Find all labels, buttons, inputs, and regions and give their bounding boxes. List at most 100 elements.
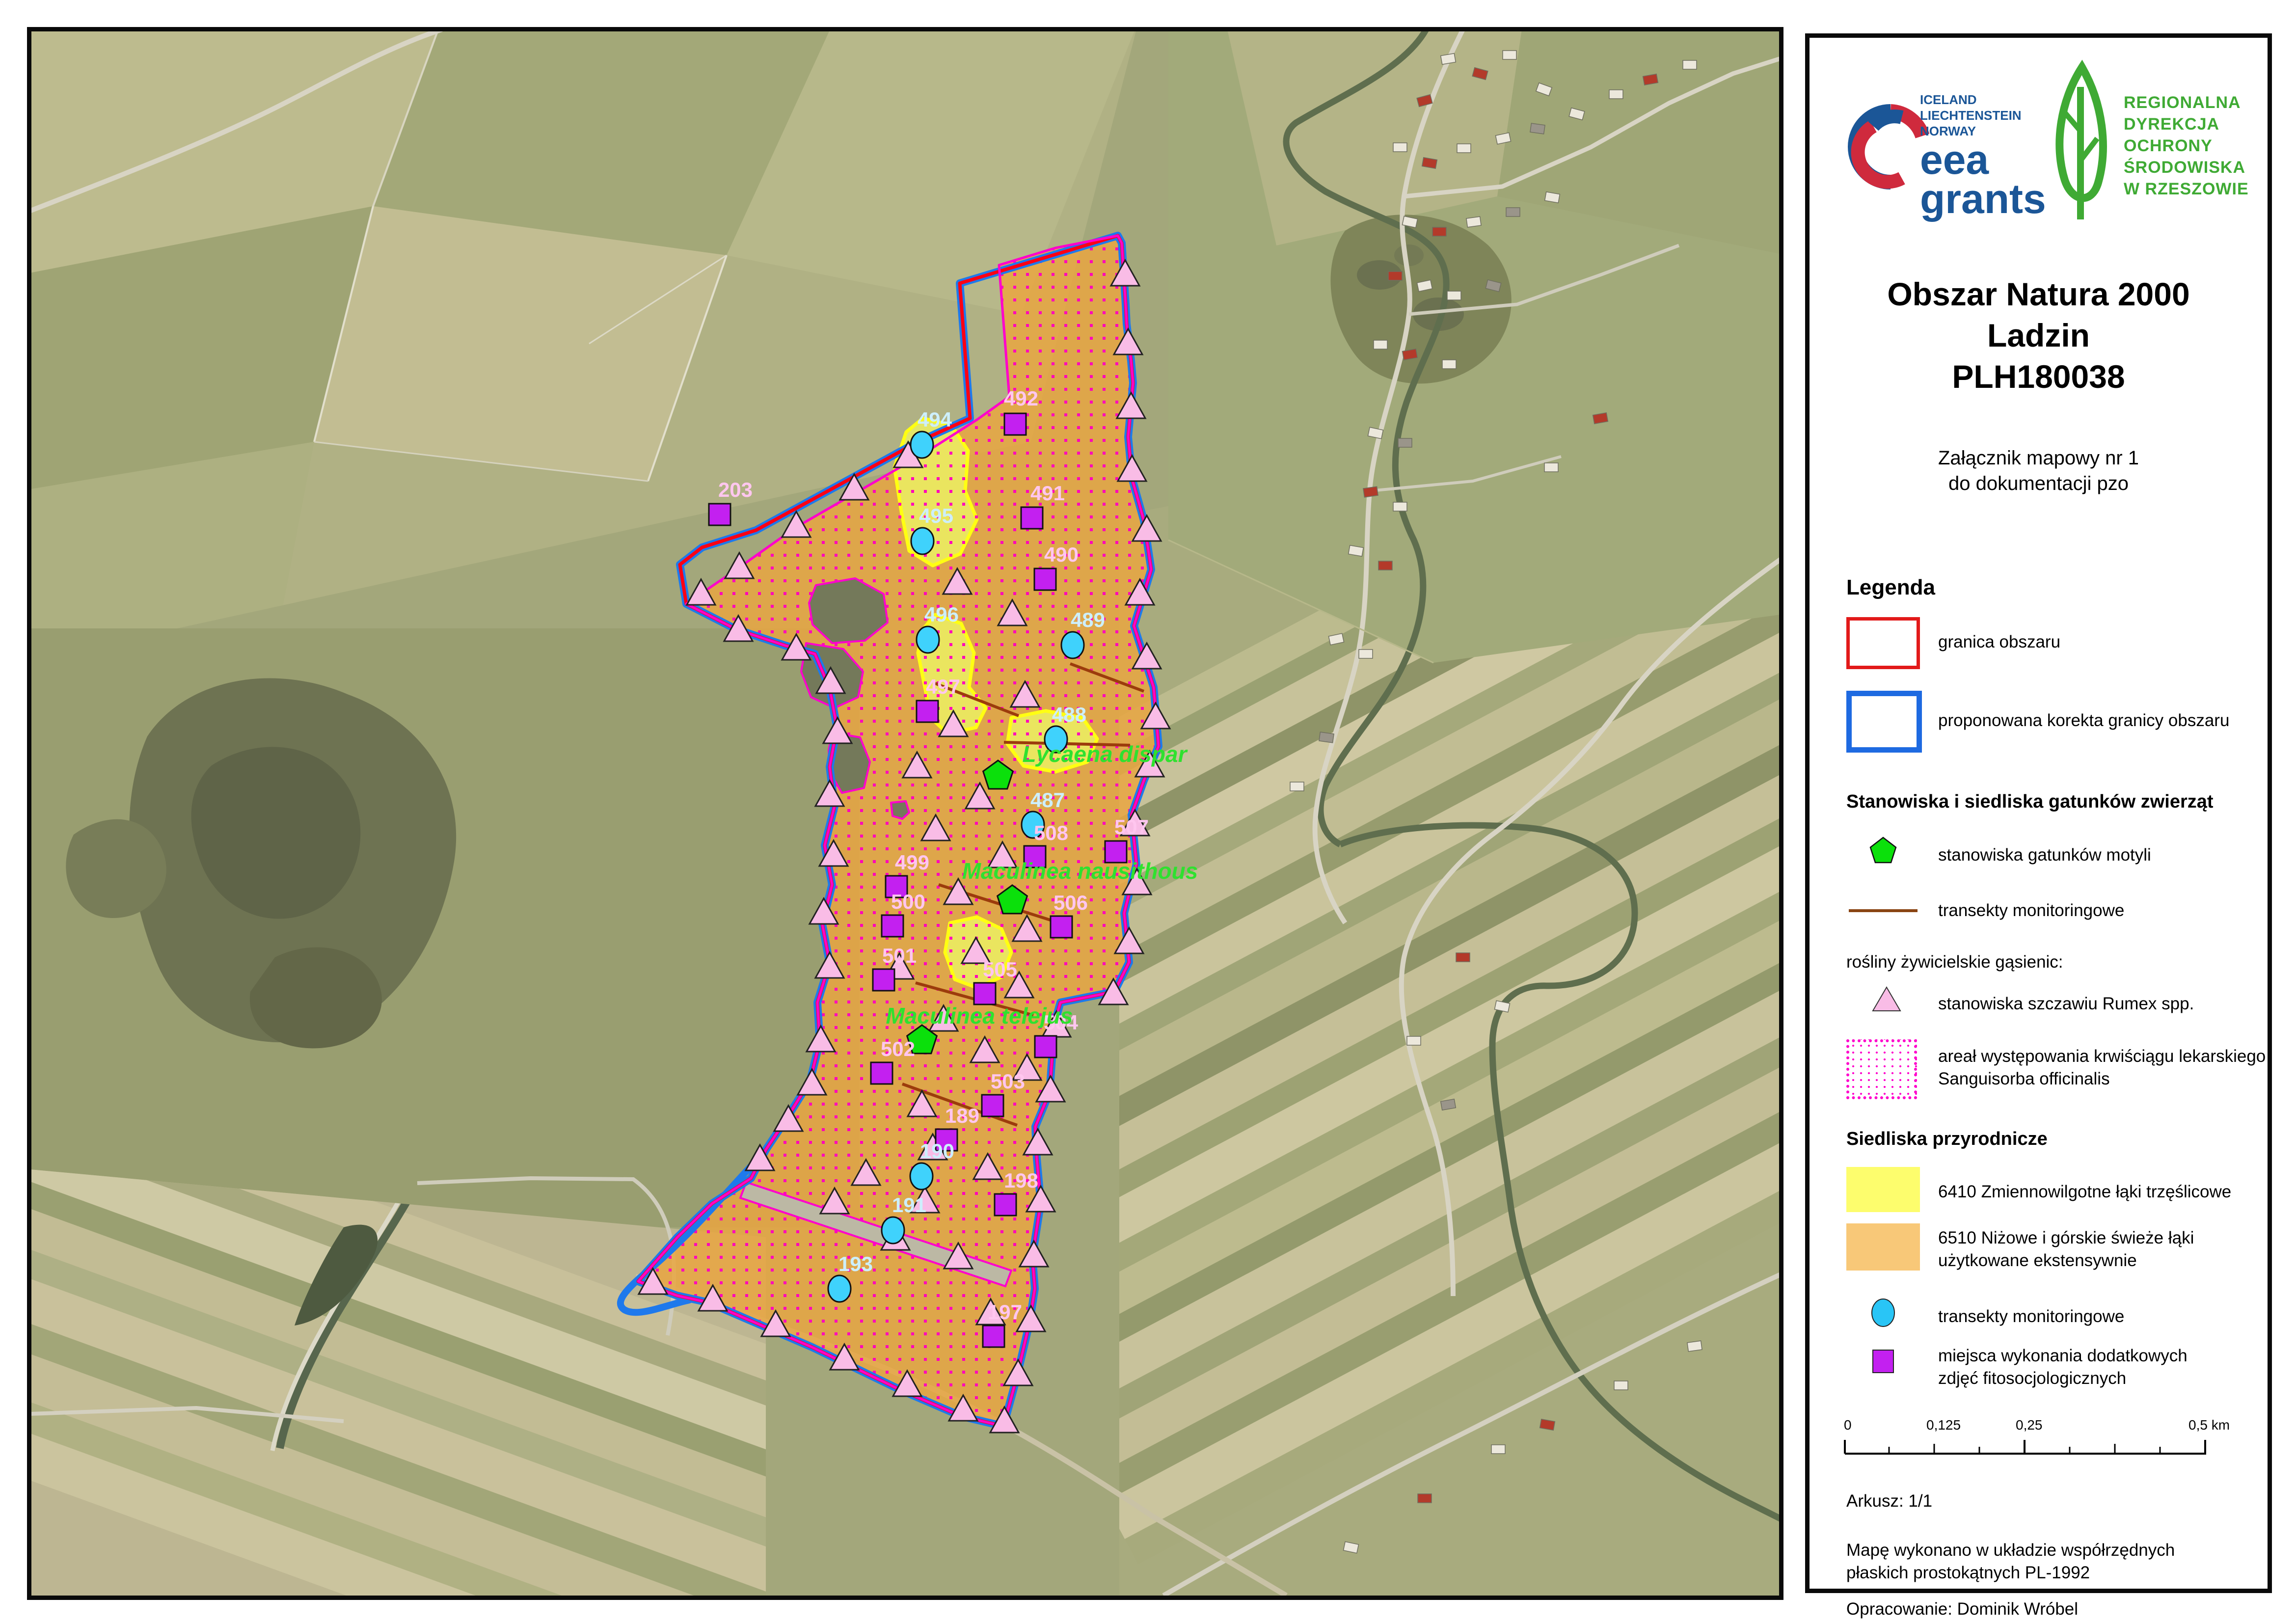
rumex-triangle-marker bbox=[685, 577, 717, 606]
map-title: Obszar Natura 2000 Ladzin PLH180038 bbox=[1887, 276, 2190, 395]
square-marker-label: 497 bbox=[926, 675, 960, 698]
legend-swatch-korekta bbox=[1846, 691, 1922, 753]
rumex-triangle-marker bbox=[1119, 808, 1151, 837]
transect-circle-marker bbox=[916, 625, 940, 654]
photo-site-square-marker bbox=[981, 1094, 1004, 1117]
rumex-triangle-marker bbox=[1011, 1053, 1043, 1081]
rumex-triangle-marker bbox=[808, 896, 839, 925]
rumex-triangle-marker bbox=[850, 1158, 882, 1186]
rumex-triangle-marker bbox=[637, 1267, 669, 1295]
legend-square-icon bbox=[1872, 1350, 1894, 1373]
photo-site-square-marker bbox=[1033, 568, 1057, 591]
eea-grants-logo: ICELAND LIECHTENSTEIN NORWAY eea grants bbox=[1844, 82, 2046, 244]
circle-marker-label: 193 bbox=[838, 1252, 873, 1275]
crs-note: Mapę wykonano w układzie współrzędnych p… bbox=[1846, 1541, 2175, 1582]
rumex-triangle-marker bbox=[805, 1024, 837, 1053]
photo-site-square-marker bbox=[973, 982, 997, 1005]
rumex-triangle-marker bbox=[943, 877, 974, 905]
transect-circle-marker bbox=[1044, 725, 1068, 754]
rumex-triangle-marker bbox=[1131, 514, 1162, 542]
species-label: Maculinea telejus bbox=[886, 1003, 1073, 1029]
photo-site-square-marker bbox=[982, 1325, 1005, 1348]
square-marker-label: 506 bbox=[1053, 891, 1088, 914]
legend-swatch-granica bbox=[1846, 617, 1920, 669]
legend-section-siedliska: Siedliska przyrodnicze bbox=[1846, 1129, 2048, 1149]
legend-label-6510: 6510 Niżowe i górskie świeże łąki użytko… bbox=[1938, 1228, 2194, 1270]
rumex-triangle-marker bbox=[822, 716, 853, 744]
legend-transect-line bbox=[1849, 909, 1918, 912]
rumex-triangle-marker bbox=[997, 598, 1028, 626]
rumex-triangle-marker bbox=[1035, 1074, 1066, 1103]
square-marker-label: 501 bbox=[882, 944, 917, 967]
circle-marker-label: 487 bbox=[1030, 788, 1065, 812]
rumex-triangle-marker bbox=[1115, 391, 1147, 419]
rumex-triangle-marker bbox=[1124, 577, 1156, 606]
legend-circle-icon bbox=[1869, 1297, 1897, 1331]
square-marker-label: 492 bbox=[1004, 387, 1038, 410]
photo-site-square-marker bbox=[994, 1193, 1017, 1217]
rumex-triangle-marker bbox=[814, 950, 845, 979]
rumex-triangle-marker bbox=[1015, 1304, 1047, 1332]
legend-label-6410: 6410 Zmiennowilgotne łąki trzęślicowe bbox=[1938, 1182, 2232, 1201]
rumex-triangle-marker bbox=[987, 840, 1018, 868]
rumex-triangle-marker bbox=[920, 813, 951, 841]
map-canvas: 203 492 491 490 497 508 507 499 500 506 501 505 502 5… bbox=[27, 27, 1783, 1600]
photo-site-square-marker bbox=[872, 968, 895, 992]
aerial-map: 203 492 491 490 497 508 507 499 500 506 501 505 502 5… bbox=[31, 31, 1779, 1596]
rumex-triangle-marker bbox=[891, 1369, 923, 1397]
rumex-triangle-marker bbox=[1109, 258, 1141, 287]
rumex-triangle-marker bbox=[781, 510, 812, 538]
square-marker-label: 505 bbox=[983, 958, 1017, 981]
photo-site-square-marker bbox=[881, 914, 904, 938]
rdos-text: REGIONALNA DYREKCJA OCHRONY ŚRODOWISKA W… bbox=[2124, 93, 2249, 198]
square-marker-label: 197 bbox=[988, 1300, 1022, 1324]
rumex-triangle-marker bbox=[969, 1035, 1000, 1063]
circle-marker-label: 190 bbox=[920, 1139, 954, 1163]
square-marker-label: 504 bbox=[1044, 1011, 1079, 1034]
rumex-triangle-marker bbox=[989, 1405, 1020, 1434]
rdos-logo: REGIONALNA DYREKCJA OCHRONY ŚRODOWISKA W… bbox=[2045, 57, 2256, 254]
square-marker-label: 490 bbox=[1044, 543, 1079, 566]
transect-circle-marker bbox=[881, 1216, 905, 1245]
transect-circle-marker bbox=[1060, 631, 1085, 659]
rumex-triangle-marker bbox=[1003, 970, 1035, 999]
square-marker-label: 508 bbox=[1034, 821, 1068, 844]
photo-site-square-marker bbox=[885, 875, 908, 898]
rumex-triangle-marker bbox=[773, 1104, 804, 1132]
rumex-triangle-marker bbox=[928, 1003, 959, 1032]
village-houses bbox=[1290, 50, 1702, 1554]
rumex-triangle-marker bbox=[960, 936, 992, 964]
legend-sub-rosliny: rośliny żywicielskie gąsienic: bbox=[1846, 952, 2063, 972]
transect-circle-marker bbox=[909, 1162, 934, 1191]
map-subtitle: Załącznik mapowy nr 1 do dokumentacji pz… bbox=[1938, 447, 2139, 494]
rumex-triangle-marker bbox=[943, 1241, 974, 1270]
rumex-triangle-marker bbox=[818, 839, 849, 867]
rumex-triangle-marker bbox=[1011, 914, 1043, 942]
legend-swatch-6410 bbox=[1846, 1167, 1920, 1212]
legend-triangle-icon bbox=[1871, 985, 1902, 1015]
aerial-background bbox=[31, 31, 1779, 1596]
rumex-triangle-marker bbox=[1112, 327, 1144, 355]
transect-circle-marker bbox=[1021, 811, 1045, 839]
legend-label-zdjecia: miejsca wykonania dodatkowych zdjęć fito… bbox=[1938, 1346, 2188, 1388]
butterfly-pentagon-marker bbox=[982, 759, 1014, 790]
legend-heading: Legenda bbox=[1846, 575, 1935, 599]
rumex-triangle-marker bbox=[947, 1393, 979, 1422]
butterfly-pentagon-marker bbox=[906, 1024, 938, 1055]
legend-label-areal: areał występowania krwiściągu lekarskieg… bbox=[1938, 1047, 2266, 1088]
rumex-triangle-marker bbox=[901, 750, 933, 779]
rumex-triangle-marker bbox=[815, 666, 846, 694]
photo-site-square-marker bbox=[1023, 845, 1047, 868]
rumex-triangle-marker bbox=[1113, 926, 1145, 954]
legend-label-granica: granica obszaru bbox=[1938, 632, 2061, 651]
square-marker-label: 499 bbox=[895, 851, 929, 874]
transect-circle-marker bbox=[910, 431, 934, 459]
square-marker-label: 500 bbox=[891, 890, 925, 913]
rumex-triangle-marker bbox=[909, 1185, 941, 1214]
circle-marker-label: 489 bbox=[1071, 608, 1105, 631]
rumex-triangle-marker bbox=[964, 781, 996, 810]
square-marker-label: 198 bbox=[1004, 1169, 1038, 1192]
square-marker-label: 503 bbox=[991, 1070, 1025, 1093]
circle-marker-label: 496 bbox=[924, 603, 959, 626]
transect-circle-marker bbox=[910, 527, 935, 555]
